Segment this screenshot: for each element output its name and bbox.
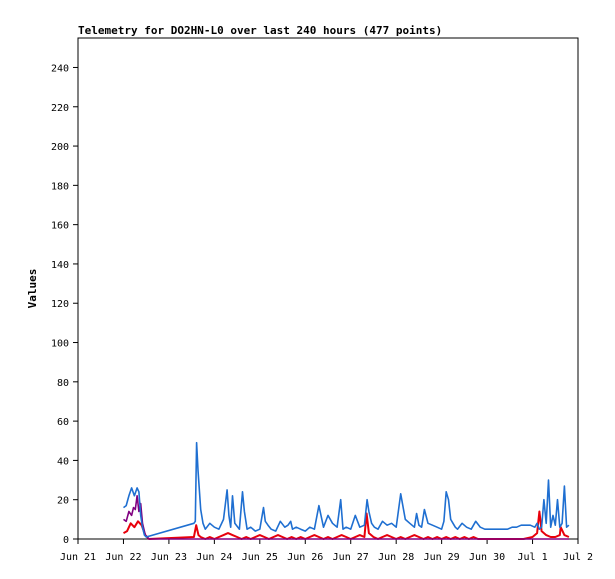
y-axis-ticks: 0 20 40 60 80 100 120 140 160 180 200 220 240 <box>51 63 78 546</box>
y-axis-label: Values <box>26 269 39 309</box>
x-tick-label: Jul 1 <box>517 552 547 563</box>
series-layer <box>123 441 570 540</box>
x-tick-label: Jun 25 <box>242 552 278 563</box>
series-line-1 <box>123 510 570 540</box>
y-tick-label: 160 <box>51 221 69 232</box>
x-tick-label: Jun 21 <box>60 552 96 563</box>
x-tick-label: Jun 23 <box>151 552 187 563</box>
y-tick-label: 40 <box>57 456 69 467</box>
x-tick-label: Jun 29 <box>424 552 460 563</box>
y-tick-label: 180 <box>51 181 69 192</box>
series-line-0 <box>123 441 570 538</box>
y-tick-label: 0 <box>63 535 69 546</box>
x-tick-label: Jun 30 <box>469 552 505 563</box>
y-tick-label: 80 <box>57 378 69 389</box>
series-line-2 <box>123 494 569 540</box>
y-tick-label: 140 <box>51 260 69 271</box>
y-tick-label: 200 <box>51 142 69 153</box>
x-tick-label: Jun 22 <box>105 552 141 563</box>
y-tick-label: 20 <box>57 496 69 507</box>
y-tick-label: 240 <box>51 63 69 74</box>
y-tick-label: 220 <box>51 103 69 114</box>
y-tick-label: 100 <box>51 339 69 350</box>
y-tick-label: 120 <box>51 299 69 310</box>
x-tick-label: Jun 27 <box>333 552 369 563</box>
chart-title: Telemetry for DO2HN-L0 over last 240 hou… <box>78 24 442 37</box>
x-tick-label: Jul 2 <box>563 552 593 563</box>
x-tick-label: Jun 26 <box>287 552 323 563</box>
x-tick-label: Jun 28 <box>378 552 414 563</box>
plot-area-frame <box>77 37 579 540</box>
x-tick-label: Jun 24 <box>196 552 232 563</box>
x-axis-ticks: Jun 21 Jun 22 Jun 23 Jun 24 Jun 25 Jun 26 Jun … <box>60 539 593 563</box>
y-tick-label: 60 <box>57 417 69 428</box>
